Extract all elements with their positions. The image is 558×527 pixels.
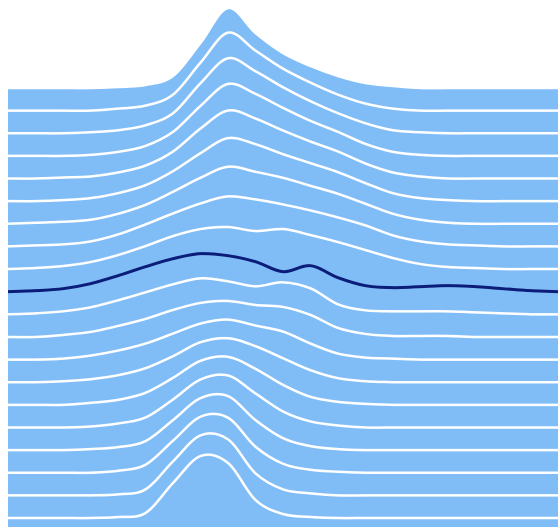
- page: {"chart_data": {"type": "ridgeline", "x"…: [0, 0, 558, 527]
- chart: [0, 0, 558, 527]
